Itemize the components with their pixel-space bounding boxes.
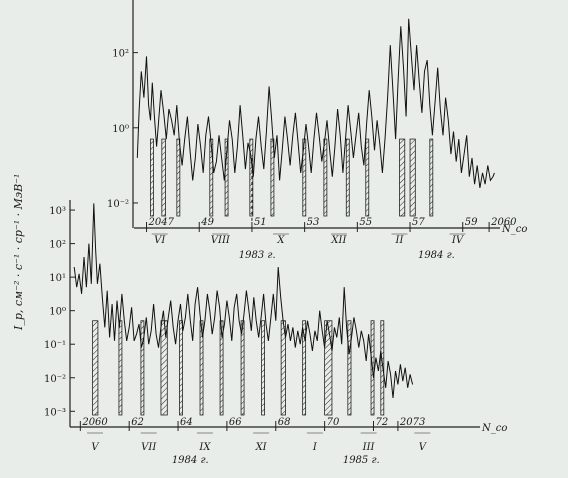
- rotation-label: 68: [278, 417, 291, 428]
- rotation-label: 57: [412, 217, 425, 228]
- rotation-label: 2060: [81, 417, 108, 428]
- month-label: V: [91, 442, 100, 453]
- hatched-interval: [209, 138, 214, 217]
- hatched-interval: [302, 320, 307, 416]
- hatched-interval: [150, 138, 154, 217]
- hatched-interval: [118, 320, 123, 416]
- hatched-interval: [249, 138, 254, 217]
- y-tick-label: 10²: [49, 240, 66, 251]
- rotation-label: 2060: [490, 217, 517, 228]
- hatched-interval: [176, 138, 181, 217]
- rotation-label: 2073: [399, 417, 425, 428]
- hatched-interval: [399, 138, 406, 217]
- y-axis-label: I_p, см⁻² · с⁻¹ · ср⁻¹ · МэВ⁻¹: [12, 174, 25, 331]
- rotation-label: 2047: [148, 217, 175, 228]
- hatched-interval: [240, 320, 245, 416]
- hatched-interval: [323, 138, 328, 217]
- flux-series: [136, 18, 495, 188]
- hatched-interval: [429, 138, 434, 217]
- y-tick-label: 10¹: [49, 273, 66, 284]
- month-label: III: [362, 442, 376, 453]
- flux-series: [73, 203, 414, 398]
- month-label: VI: [154, 235, 166, 246]
- rotation-label: 64: [180, 417, 193, 428]
- rotation-label: 72: [375, 417, 388, 428]
- y-tick-label: 10²: [112, 49, 129, 60]
- month-label: IX: [198, 442, 211, 453]
- hatched-interval: [409, 138, 416, 217]
- y-tick-label: 10⁻²: [44, 374, 66, 385]
- hatched-interval: [140, 320, 145, 416]
- hatched-interval: [92, 320, 99, 416]
- x-axis-label: N_co: [481, 423, 507, 434]
- rotation-label: 51: [254, 217, 267, 228]
- rotation-label: 59: [465, 217, 478, 228]
- panel-lower: 10³ 10² 10¹ 10⁰ 10⁻¹ 10⁻² 10⁻³ 2060 62 64 66 68 70 72…: [44, 200, 507, 466]
- hatched-interval: [179, 320, 183, 416]
- month-label: X: [276, 235, 285, 246]
- hatched-interval: [365, 138, 370, 217]
- hatched-interval: [161, 138, 166, 217]
- rotation-label: 53: [307, 217, 320, 228]
- rotation-label: 70: [327, 417, 340, 428]
- month-label: II: [395, 235, 405, 246]
- hatched-interval: [219, 320, 224, 416]
- y-tick-label: 10⁰: [112, 124, 129, 135]
- year-label: 1984 г.: [172, 455, 209, 466]
- month-label: VII: [141, 442, 157, 453]
- hatched-interval: [324, 320, 333, 416]
- y-tick-label: 10³: [49, 206, 66, 217]
- y-tick-label: 10⁻³: [44, 407, 66, 418]
- month-label: VIII: [211, 235, 231, 246]
- rotation-label: 49: [200, 217, 214, 228]
- hatched-interval: [261, 320, 265, 416]
- year-label: 1985 г.: [343, 455, 380, 466]
- hatched-interval: [199, 320, 204, 416]
- month-label: XII: [330, 235, 347, 246]
- rotation-label: 55: [359, 217, 372, 228]
- month-label: V: [419, 442, 428, 453]
- year-label: 1984 г.: [418, 250, 455, 261]
- month-label: XI: [255, 442, 268, 453]
- year-label: 1983 г.: [239, 250, 276, 261]
- y-tick-label: 10⁻¹: [44, 340, 66, 351]
- hatched-interval: [380, 320, 385, 416]
- rotation-label: 66: [229, 417, 242, 428]
- hatched-interval: [224, 138, 229, 217]
- hatched-interval: [345, 138, 350, 217]
- hatched-interval: [270, 138, 275, 217]
- y-tick-label: 10⁰: [49, 307, 66, 318]
- hatched-interval: [347, 320, 352, 416]
- y-tick-label: 10⁻²: [107, 199, 129, 210]
- x-axis-label: N_co: [501, 224, 527, 235]
- month-label: IV: [451, 235, 465, 246]
- month-label: I: [312, 442, 318, 453]
- rotation-label: 62: [131, 417, 144, 428]
